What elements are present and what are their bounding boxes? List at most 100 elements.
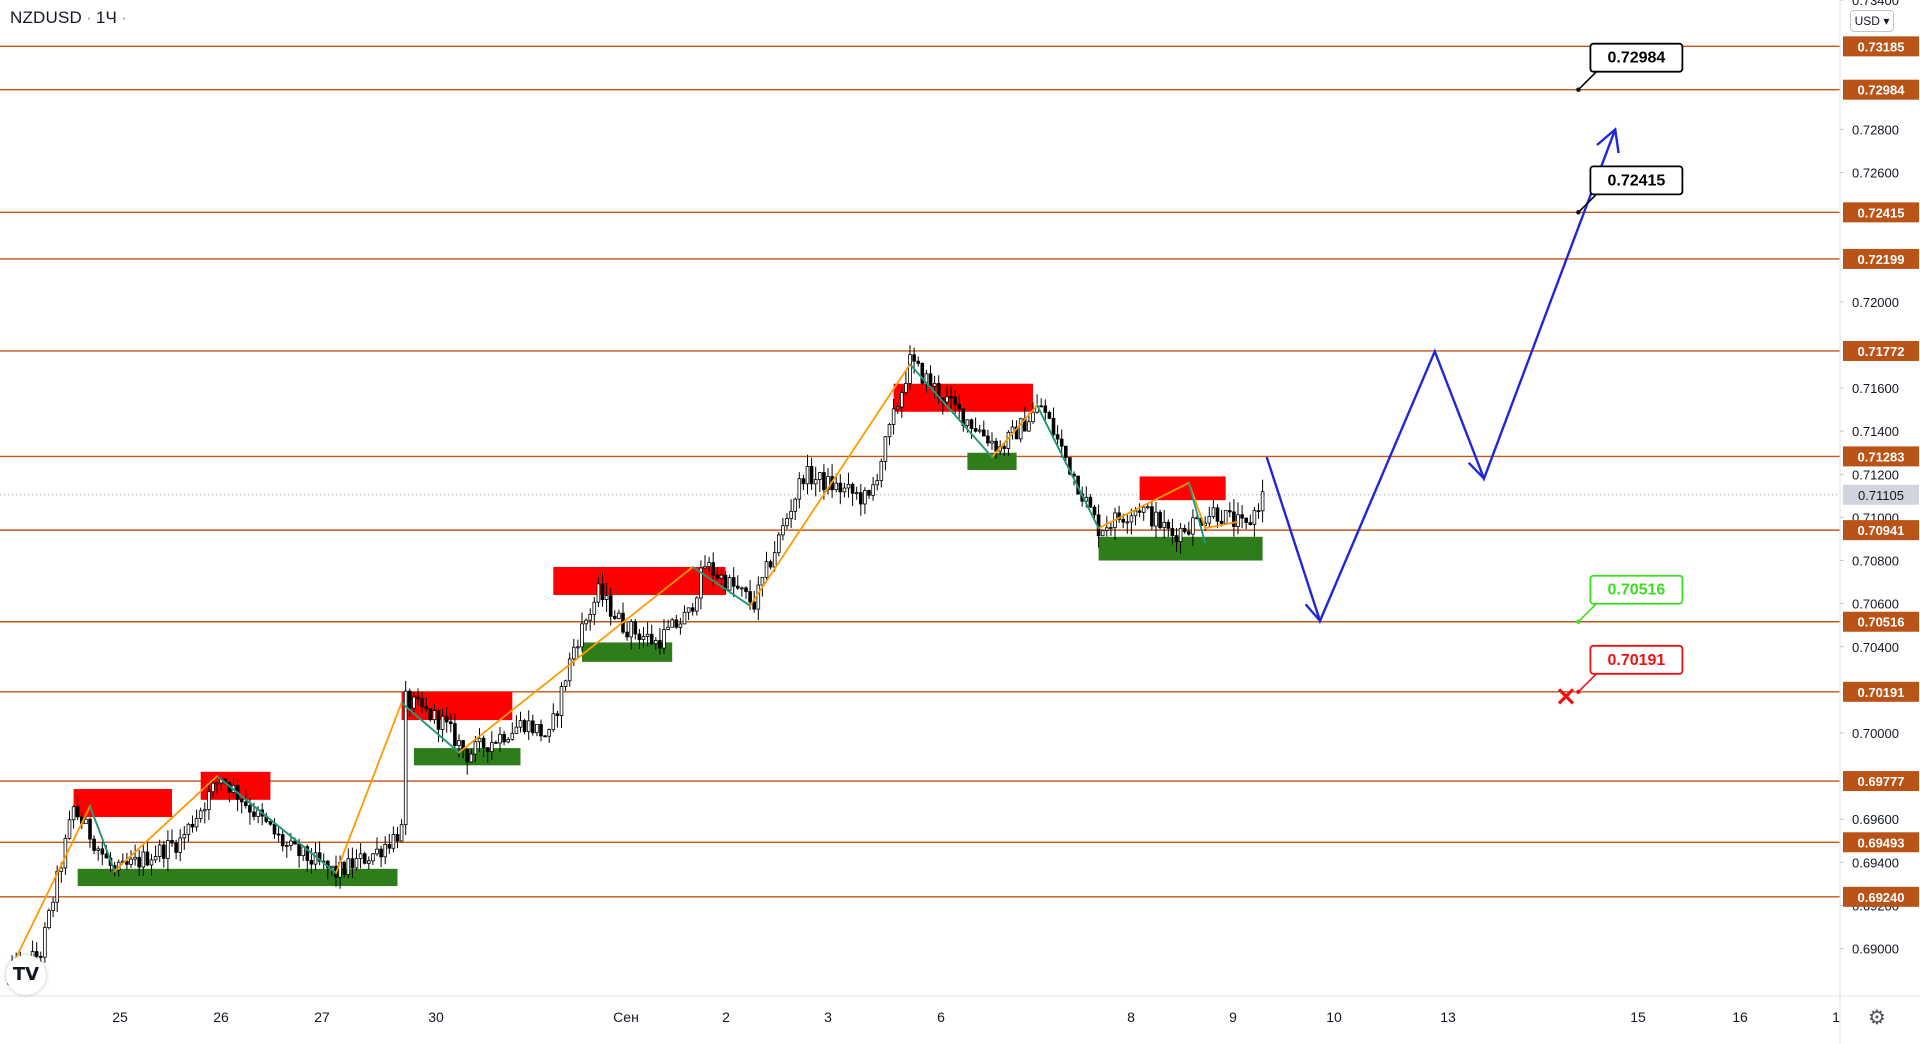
candle-body — [1170, 527, 1175, 537]
tradingview-logo-icon[interactable]: TV — [6, 955, 46, 995]
candle-body — [686, 607, 691, 613]
price-callout-box[interactable] — [1589, 644, 1684, 675]
gear-icon[interactable]: ⚙ — [1868, 1005, 1886, 1029]
candle-body — [588, 613, 592, 621]
zigzag-down-segment — [909, 363, 993, 458]
symbol-title[interactable]: NZDUSD · 1Ч · — [10, 8, 131, 28]
y-tick-label: 0.73400 — [1852, 0, 1899, 8]
candle-body — [567, 658, 572, 682]
x-tick-label: 25 — [112, 1009, 128, 1025]
demand-zone — [967, 452, 1017, 470]
y-tick-label: 0.70400 — [1852, 640, 1899, 655]
candle-body — [867, 490, 871, 496]
candle-body — [727, 577, 732, 591]
price-axis[interactable]: 0.73400 0.72800 0.72600 0.72000 0.71600 0.714… — [1840, 0, 1919, 957]
candle-body — [1014, 426, 1019, 440]
candle-body — [309, 859, 314, 865]
candle-body — [1187, 531, 1191, 535]
currency-dropdown-button[interactable]: USD ▾ — [1850, 10, 1894, 32]
candle-body — [436, 710, 441, 730]
candle-body — [170, 840, 174, 844]
candle-body — [645, 633, 650, 637]
candle-body — [1211, 507, 1216, 517]
candle-body — [1207, 516, 1212, 524]
zones — [73, 383, 1263, 887]
candle-body — [965, 419, 970, 426]
candle-body — [272, 823, 277, 835]
candle-body — [153, 856, 158, 861]
candle-body — [215, 782, 219, 785]
candle-body — [129, 858, 133, 865]
candle-body — [88, 818, 92, 840]
candle-body — [1154, 511, 1158, 527]
price-callout-box[interactable] — [1589, 42, 1684, 73]
candle-body — [1219, 520, 1224, 524]
candle-body — [1256, 510, 1261, 513]
candle-body — [100, 848, 105, 855]
candle-body — [641, 636, 646, 640]
candle-body — [613, 615, 617, 619]
supply-zone — [1139, 476, 1226, 501]
callout-leader — [1577, 603, 1597, 623]
candle-body — [703, 566, 707, 569]
candle-body — [748, 591, 752, 603]
candle-body — [670, 619, 674, 628]
y-tick-label: 0.72000 — [1852, 295, 1899, 310]
candle-body — [916, 360, 920, 364]
level-price-label: 0.70516 — [1858, 615, 1905, 630]
candle-body — [977, 429, 982, 432]
candle-body — [887, 424, 892, 438]
symbol-name: NZDUSD — [10, 8, 83, 27]
currency-label: USD — [1854, 14, 1880, 28]
candle-body — [1105, 527, 1109, 531]
level-price-label-bg — [1843, 446, 1919, 467]
candle-body — [239, 798, 244, 803]
candle-body — [1043, 405, 1048, 413]
price-callout-box[interactable] — [1589, 574, 1684, 605]
zigzag-down-segment — [1036, 404, 1100, 529]
demand-zone — [77, 868, 398, 887]
price-callouts[interactable]: 0.72984 0.72415 0.70516 0.70191 — [1557, 42, 1684, 705]
candle-body — [399, 824, 404, 842]
candle-body — [818, 472, 822, 480]
candle-body — [416, 696, 420, 700]
candle-body — [580, 623, 584, 648]
candle-body — [1064, 445, 1068, 458]
candle-body — [850, 484, 855, 494]
candle-body — [736, 585, 740, 589]
price-callout-box[interactable] — [1589, 165, 1684, 196]
candle-body — [268, 821, 273, 825]
candle-body — [604, 595, 609, 600]
candle-body — [928, 373, 933, 387]
candle-body — [1150, 506, 1154, 527]
candle-body — [403, 690, 408, 826]
level-lines — [0, 45, 1840, 898]
candle-body — [596, 583, 601, 603]
candle-body — [1178, 527, 1183, 542]
candle-body — [719, 574, 724, 579]
candle-body — [879, 460, 884, 481]
candle-body — [715, 574, 720, 579]
candle-body — [805, 465, 810, 485]
candle-body — [982, 429, 986, 437]
candle-body — [1236, 514, 1240, 527]
candle-body — [1047, 411, 1052, 419]
zigzag-lines — [7, 362, 1239, 975]
candle-body — [1191, 517, 1195, 535]
time-axis[interactable]: 25 26 27 30 Сен 2 3 6 8 9 10 13 15 16 1 — [112, 1009, 1840, 1025]
candle-body — [789, 510, 793, 519]
level-price-label-bg — [1843, 771, 1919, 792]
candle-body — [777, 534, 781, 554]
candle-body — [1162, 521, 1167, 528]
candle-body — [797, 478, 802, 500]
candle-body — [793, 498, 797, 512]
candle-body — [92, 838, 96, 851]
current-price-label-bg — [1843, 484, 1919, 505]
candle-body — [1146, 506, 1150, 509]
candle-body — [514, 726, 519, 734]
candle-body — [1109, 527, 1113, 529]
candle-body — [744, 587, 748, 592]
candle-body — [1232, 511, 1236, 527]
